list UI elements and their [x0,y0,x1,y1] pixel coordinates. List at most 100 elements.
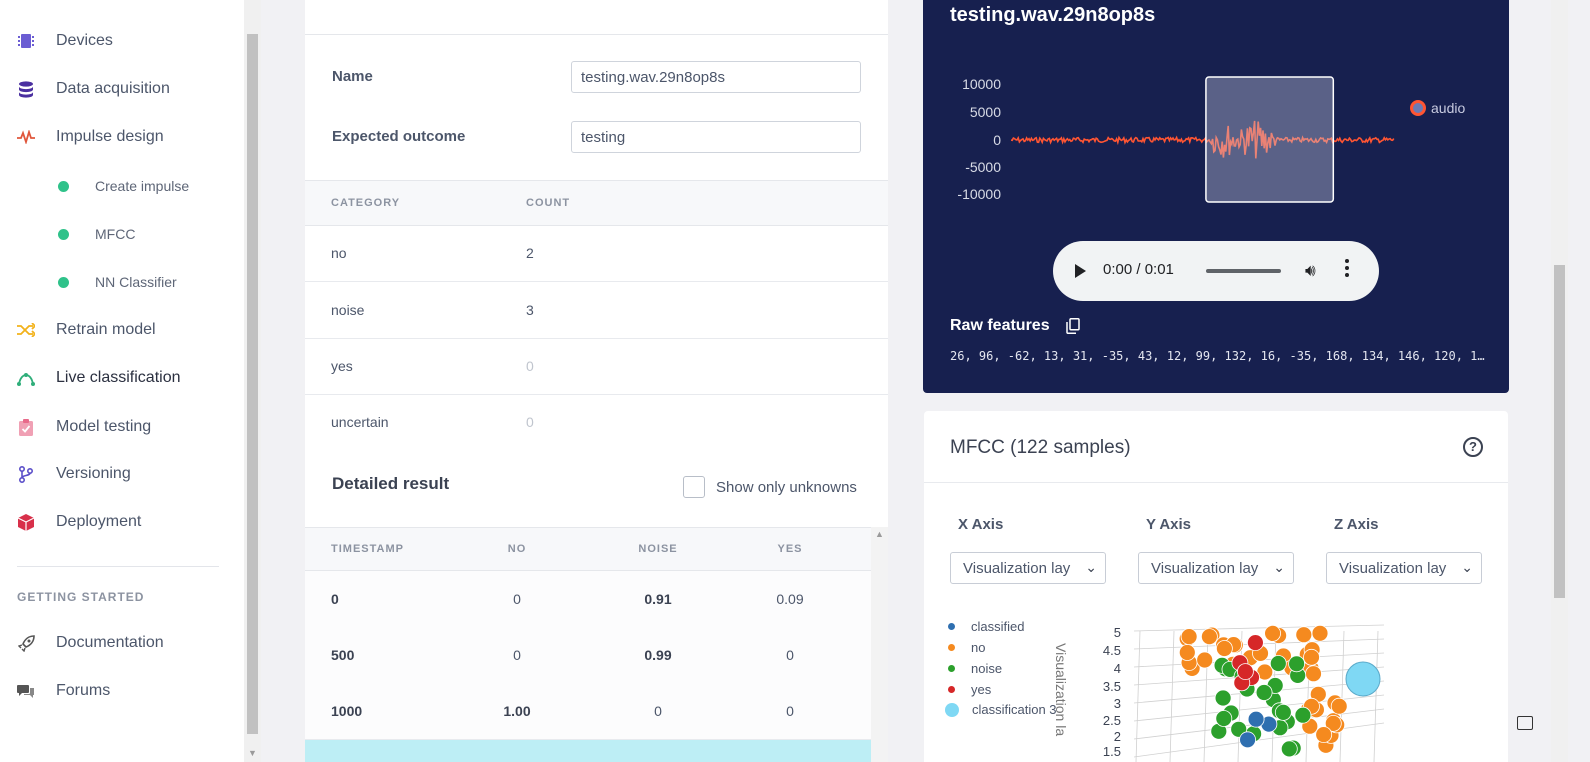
selected-table-row[interactable] [305,740,871,762]
table-row: uncertain 0 [305,394,888,450]
scatter-point[interactable] [1330,697,1348,715]
x-axis-label: X Axis [958,516,1004,533]
noise-cell: 0.99 [644,647,672,663]
clipboard-check-icon [17,418,35,436]
scatter-point-classification[interactable] [1345,661,1381,697]
expected-outcome-input[interactable]: testing [571,121,861,153]
scatter-point[interactable] [1180,628,1198,646]
yes-cell: 0.09 [776,591,804,607]
sidebar-item-deployment[interactable]: Deployment [0,502,244,542]
table-row[interactable]: 500 0 0.99 0 [305,627,871,684]
scatter-point[interactable] [1294,706,1312,724]
selection-window[interactable] [1205,76,1335,203]
scrollbar-thumb[interactable] [247,34,258,734]
legend-item-yes[interactable]: yes [946,682,991,697]
feedback-icon[interactable] [1517,716,1533,730]
waveform-legend: audio [1410,100,1465,116]
scatter-point[interactable] [1324,715,1342,732]
sidebar-item-documentation[interactable]: Documentation [0,623,244,663]
show-only-unknowns-toggle[interactable]: Show only unknowns [683,476,857,498]
sidebar-item-create-impulse[interactable]: Create impulse [0,166,244,206]
scrollbar-thumb[interactable] [1554,265,1565,598]
detailed-table-scrollbar[interactable]: ▲ [871,527,888,762]
show-only-unknowns-checkbox[interactable] [683,476,705,498]
chat-icon [17,682,35,700]
page-scrollbar[interactable] [1551,0,1568,762]
more-options-icon[interactable] [1345,259,1349,280]
scroll-up-icon[interactable]: ▲ [875,529,884,539]
detailed-result-title: Detailed result [332,474,450,493]
legend-item-no[interactable]: no [946,640,985,655]
card-header-divider [924,482,1508,483]
play-icon[interactable] [1075,264,1086,278]
sidebar-item-label: NN Classifier [95,274,177,290]
raw-features-title: Raw features [950,317,1050,334]
scatter-point[interactable] [1305,665,1322,683]
scatter-point[interactable] [1239,731,1256,749]
sidebar-item-data-acquisition[interactable]: Data acquisition [0,69,244,109]
sidebar-item-forums[interactable]: Forums [0,671,244,711]
scatter-point[interactable] [1311,624,1329,642]
mfcc-scatter-plot[interactable] [1134,623,1404,762]
volume-icon[interactable]: 🔊︎ [1305,261,1316,280]
help-icon[interactable]: ? [1463,437,1483,457]
sidebar-item-model-testing[interactable]: Model testing [0,407,244,447]
scatter-point[interactable] [1214,689,1232,707]
x-axis-select[interactable]: Visualization lay ⌄ [950,552,1106,584]
name-input[interactable]: testing.wav.29n8op8s [571,61,861,93]
sidebar-item-label: Model testing [56,418,152,435]
scatter-point[interactable] [1201,628,1218,646]
y-axis-select[interactable]: Visualization lay ⌄ [1138,552,1294,584]
sidebar-item-retrain-model[interactable]: Retrain model [0,310,244,350]
sidebar-item-live-classification[interactable]: Live classification [0,358,244,398]
sidebar-item-label: Live classification [56,369,181,386]
legend-item-noise[interactable]: noise [946,661,1002,676]
box-icon [17,513,35,531]
sidebar-item-label: Versioning [56,465,131,482]
branch-icon [17,465,35,483]
scatter-point[interactable] [1196,651,1214,669]
scroll-down-icon[interactable]: ▼ [248,748,257,758]
scatter-point[interactable] [1247,634,1264,652]
copy-icon[interactable] [1066,318,1080,334]
scatter-point[interactable] [1303,648,1320,666]
audio-player[interactable]: 0:00 / 0:01 🔊︎ [1053,241,1379,301]
chip-icon [17,32,35,50]
table-row[interactable]: 1000 1.00 0 0 [305,683,871,740]
scatter-point[interactable] [1247,710,1265,728]
scatter-point[interactable] [1264,624,1282,642]
scatter-point[interactable] [1269,655,1287,672]
sidebar-item-devices[interactable]: Devices [0,21,244,61]
table-row: noise 3 [305,282,888,339]
scatter-point[interactable] [1288,655,1306,673]
playback-progress-slider[interactable] [1206,269,1281,273]
table-row[interactable]: 0 0 0.91 0.09 [305,571,871,628]
scatter-point[interactable] [1215,710,1233,727]
show-only-unknowns-label[interactable]: Show only unknowns [716,478,857,496]
sidebar-item-impulse-design[interactable]: Impulse design [0,117,244,157]
scatter-point[interactable] [1237,663,1254,680]
mfcc-title: MFCC (122 samples) [950,437,1131,458]
sidebar-item-mfcc[interactable]: MFCC [0,214,244,254]
table-row: yes 0 [305,338,888,395]
chevron-down-icon: ⌄ [1461,559,1473,575]
legend-item-classification-3[interactable]: classification 3 [945,702,1057,717]
scatter-point[interactable] [1255,684,1273,701]
sidebar-scrollbar[interactable]: ▼ [244,0,261,762]
grid-line [1373,630,1379,762]
sidebar-item-nn-classifier[interactable]: NN Classifier [0,262,244,302]
scatter-point[interactable] [1216,640,1233,657]
legend-item-classified[interactable]: classified [946,619,1024,634]
summary-table-header: CATEGORY COUNT [305,180,888,226]
scatter-point[interactable] [1295,626,1313,644]
scatter-point[interactable] [1280,740,1298,758]
rocket-icon [17,634,35,652]
scatter-point[interactable] [1274,704,1292,721]
scatter-point[interactable] [1178,644,1196,661]
scatter-point[interactable] [1315,726,1333,743]
z-axis-select[interactable]: Visualization lay ⌄ [1326,552,1482,584]
waveform-plot[interactable] [1011,70,1397,210]
sidebar-item-versioning[interactable]: Versioning [0,454,244,494]
table-row: no 2 [305,225,888,282]
column-header-noise: NOISE [638,543,678,555]
